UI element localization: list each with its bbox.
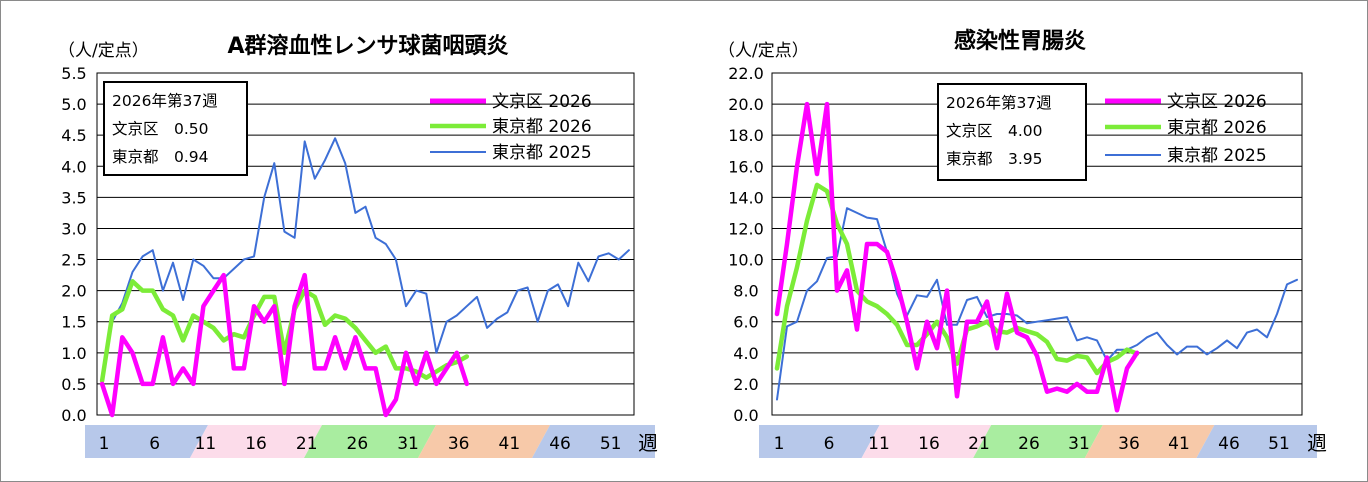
week-band <box>1196 425 1317 458</box>
y-tick-label: 2.5 <box>61 251 86 270</box>
info-box <box>937 83 1087 181</box>
x-tick-label: 41 <box>1168 434 1190 454</box>
week-band <box>418 425 550 458</box>
y-tick-label: 14.0 <box>728 188 764 207</box>
legend-label: 文京区 2026 <box>492 92 592 112</box>
chart-title: 感染性胃腸炎 <box>954 28 1086 54</box>
x-axis-label: 週 <box>1307 431 1327 455</box>
y-tick-label: 18.0 <box>728 126 764 145</box>
week-band <box>759 425 880 458</box>
x-tick-label: 31 <box>1068 434 1090 454</box>
legend-label: 文京区 2026 <box>1167 92 1267 112</box>
week-band <box>190 425 322 458</box>
x-axis-label: 週 <box>638 431 658 455</box>
x-tick-label: 41 <box>499 434 521 454</box>
x-tick-label: 51 <box>1268 434 1290 454</box>
y-tick-label: 1.0 <box>61 344 86 363</box>
x-tick-label: 26 <box>347 434 369 454</box>
y-tick-label: 0.0 <box>61 406 86 425</box>
legend-label: 東京都 2025 <box>1167 146 1267 166</box>
x-tick-label: 11 <box>195 434 217 454</box>
y-tick-label: 2.0 <box>733 375 758 394</box>
week-band <box>304 425 436 458</box>
series-line <box>99 272 470 418</box>
week-band <box>85 425 208 458</box>
x-tick-label: 26 <box>1018 434 1040 454</box>
series-line <box>101 137 630 385</box>
x-tick-label: 6 <box>824 434 835 454</box>
week-band <box>532 425 655 458</box>
x-tick-label: 46 <box>1218 434 1240 454</box>
x-tick-label: 1 <box>774 434 785 454</box>
y-tick-label: 10.0 <box>728 251 764 270</box>
y-tick-label: 2.0 <box>61 282 86 301</box>
y-tick-label: 16.0 <box>728 157 764 176</box>
y-tick-label: 5.0 <box>61 95 86 114</box>
series-line <box>99 279 470 384</box>
x-tick-label: 1 <box>99 434 110 454</box>
info-box-week: 2026年第37週 <box>946 94 1052 112</box>
series-line <box>776 207 1298 401</box>
x-tick-label: 16 <box>245 434 267 454</box>
info-box-bunkyo: 文京区 0.50 <box>112 120 209 138</box>
info-box-bunkyo: 文京区 4.00 <box>946 122 1043 140</box>
y-tick-label: 3.0 <box>61 219 86 238</box>
y-tick-label: 5.5 <box>61 64 86 83</box>
y-tick-label: 12.0 <box>728 219 764 238</box>
legend-label: 東京都 2026 <box>1167 118 1267 138</box>
x-tick-label: 11 <box>868 434 890 454</box>
y-tick-label: 8.0 <box>733 282 758 301</box>
x-tick-label: 6 <box>149 434 160 454</box>
week-band <box>861 425 992 458</box>
info-box-tokyo: 東京都 0.94 <box>112 148 209 166</box>
legend-label: 東京都 2026 <box>492 117 592 137</box>
week-band <box>973 425 1103 458</box>
y-axis-label: （人/定点） <box>58 41 149 61</box>
y-tick-label: 0.0 <box>733 406 758 425</box>
series-line <box>774 101 1140 413</box>
y-axis-label: （人/定点） <box>718 41 809 61</box>
y-tick-label: 1.5 <box>61 313 86 332</box>
y-tick-label: 4.0 <box>733 344 758 363</box>
chart-1: 0.0 0.5 1.0 1.5 2.0 2.5 3.0 3.5 4.0 4.5 5.0 5.5 A群溶血… <box>58 33 658 458</box>
y-tick-label: 22.0 <box>728 64 764 83</box>
legend-label: 東京都 2025 <box>492 143 592 163</box>
y-tick-label: 3.5 <box>61 188 86 207</box>
chart-2: 0.0 2.0 4.0 6.0 8.0 10.0 12.0 14.0 16.0 18.0 20.0 2… <box>718 28 1327 458</box>
chart-title: A群溶血性レンサ球菌咽頭炎 <box>227 33 508 59</box>
x-tick-label: 21 <box>968 434 990 454</box>
info-box-tokyo: 東京都 3.95 <box>946 150 1043 168</box>
series-line <box>774 182 1140 376</box>
y-tick-label: 4.5 <box>61 126 86 145</box>
x-tick-label: 46 <box>549 434 571 454</box>
x-tick-label: 16 <box>918 434 940 454</box>
info-box <box>103 81 248 176</box>
y-tick-label: 20.0 <box>728 95 764 114</box>
y-tick-label: 4.0 <box>61 157 86 176</box>
x-tick-label: 36 <box>448 434 470 454</box>
week-band <box>1084 425 1215 458</box>
x-tick-label: 51 <box>600 434 622 454</box>
x-tick-label: 36 <box>1118 434 1140 454</box>
x-tick-label: 21 <box>296 434 318 454</box>
y-tick-label: 0.5 <box>61 375 86 394</box>
x-tick-label: 31 <box>397 434 419 454</box>
info-box-week: 2026年第37週 <box>112 92 218 110</box>
y-tick-label: 6.0 <box>733 313 758 332</box>
